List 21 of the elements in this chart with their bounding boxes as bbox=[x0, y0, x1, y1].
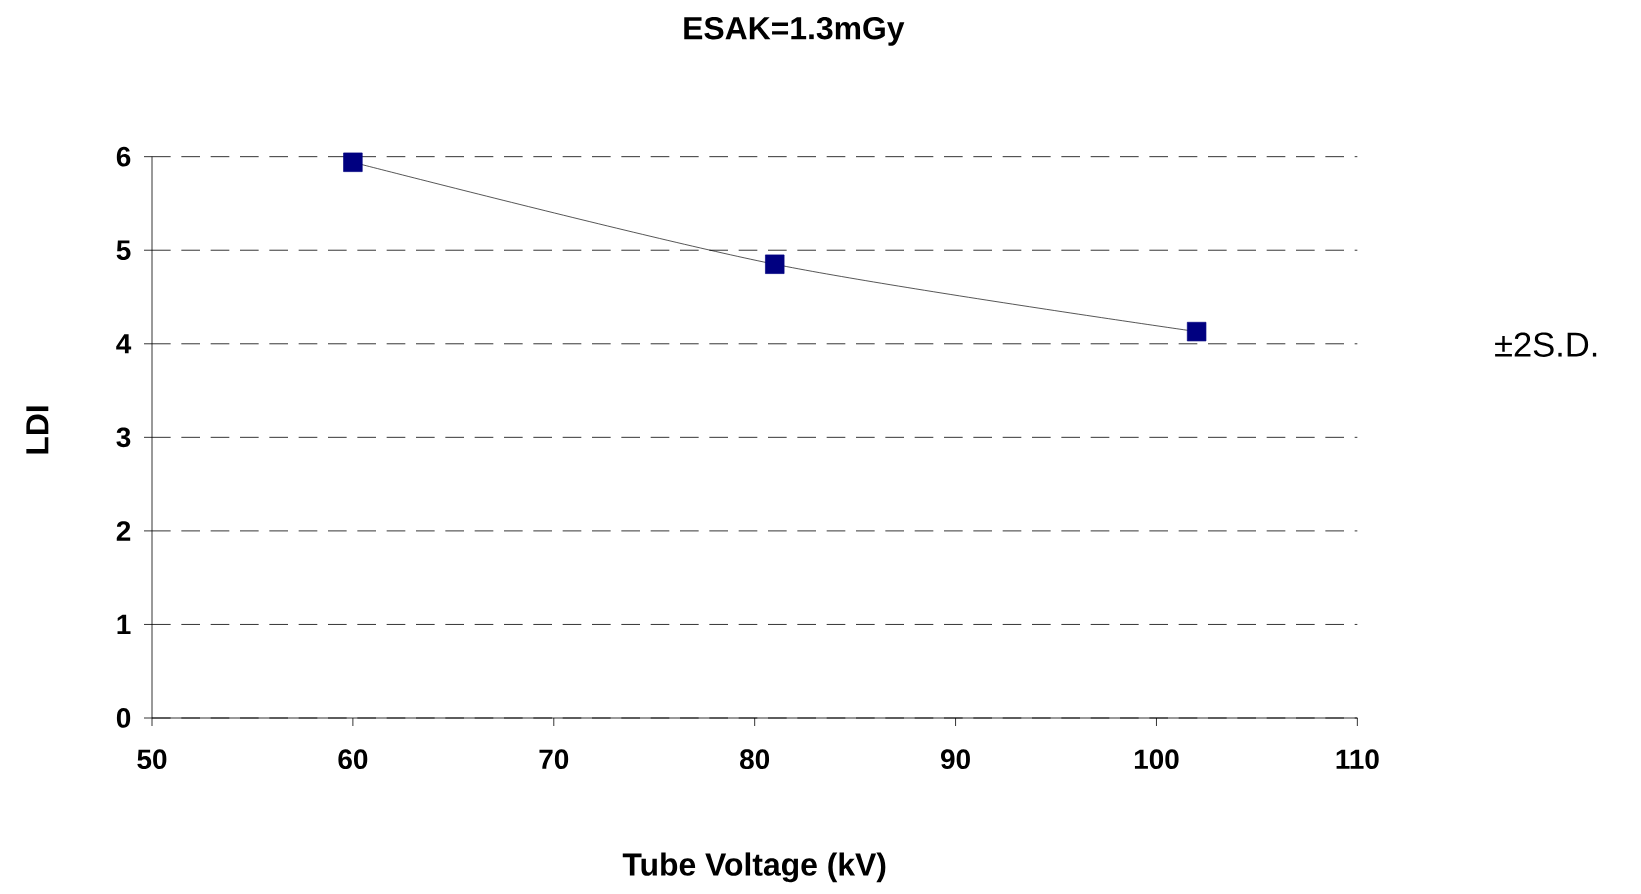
x-tick-label: 60 bbox=[338, 749, 368, 770]
point bbox=[343, 152, 363, 172]
y-tick-label: 5 bbox=[116, 240, 131, 260]
x-tick-label: 50 bbox=[137, 749, 167, 770]
y-tick-label: 3 bbox=[116, 427, 131, 448]
x-tick-label: 100 bbox=[1134, 749, 1179, 770]
y-tick-label: 1 bbox=[117, 614, 131, 635]
chart-title: ESAK=1.3mGy bbox=[684, 16, 905, 46]
x-tick-label: 70 bbox=[539, 749, 569, 770]
x-tick-label: 90 bbox=[941, 749, 970, 770]
y-tick-label: 2 bbox=[116, 521, 131, 541]
y-tick-label: 4 bbox=[116, 334, 132, 354]
text: ±2S.D. bbox=[1495, 332, 1597, 357]
x-tick-label: 110 bbox=[1336, 749, 1379, 770]
x-tick-label: 80 bbox=[740, 749, 770, 770]
y-axis-title: LDI bbox=[26, 406, 49, 454]
x-axis-title: Tube Voltage (kV) bbox=[622, 852, 886, 883]
point bbox=[765, 254, 785, 274]
y-tick-label: 6 bbox=[116, 146, 131, 167]
y-tick-label: 0 bbox=[116, 708, 131, 728]
point bbox=[1186, 321, 1207, 342]
